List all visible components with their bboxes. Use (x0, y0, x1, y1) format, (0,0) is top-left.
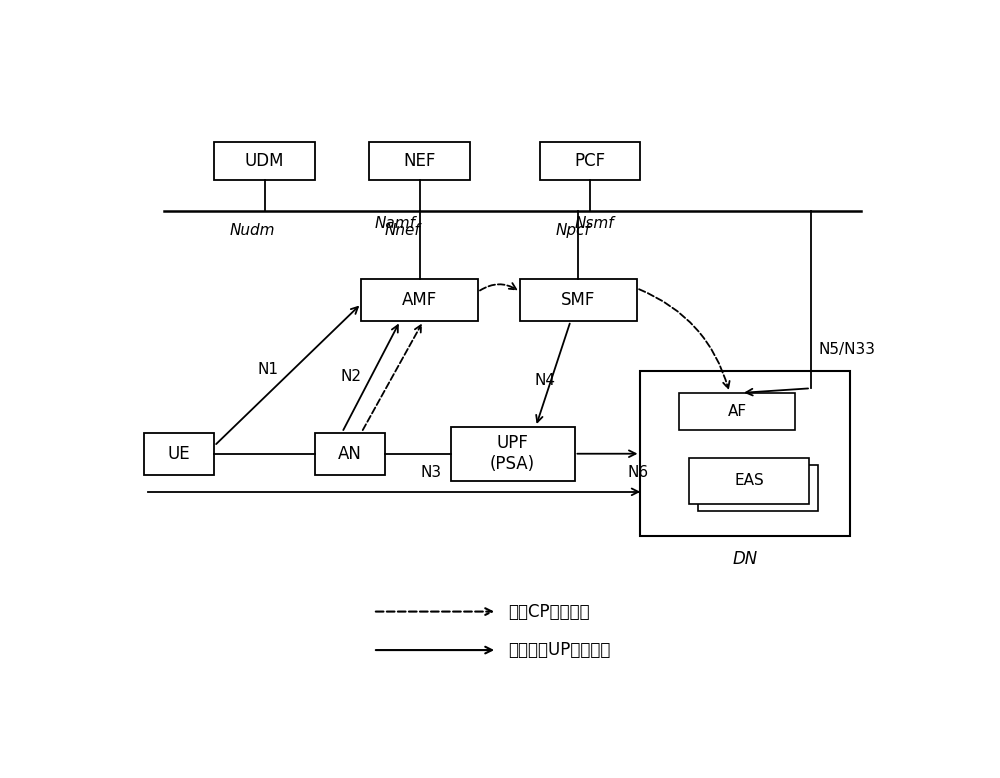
Text: AF: AF (728, 404, 747, 419)
Text: AMF: AMF (402, 291, 437, 309)
Text: N2: N2 (340, 370, 361, 384)
Bar (540, 142, 640, 180)
Text: N5/N33: N5/N33 (819, 342, 876, 357)
Text: Nsmf: Nsmf (574, 216, 614, 231)
Text: AN: AN (338, 445, 362, 463)
Text: Namf: Namf (375, 216, 416, 231)
Text: N6: N6 (627, 465, 649, 480)
Text: UDM: UDM (245, 152, 284, 170)
Bar (144, 433, 214, 475)
Text: UE: UE (168, 445, 191, 463)
Text: Npcf: Npcf (555, 223, 590, 238)
Bar (689, 457, 809, 504)
Text: N4: N4 (534, 373, 555, 388)
Text: EAS: EAS (734, 473, 764, 488)
Bar (361, 279, 478, 321)
Text: PCF: PCF (574, 152, 606, 170)
Bar (369, 142, 470, 180)
Text: 所提出的UP传输路径: 所提出的UP传输路径 (509, 641, 611, 659)
Bar (214, 142, 315, 180)
Text: N1: N1 (258, 362, 279, 377)
Text: 传统CP传输路径: 传统CP传输路径 (509, 603, 590, 621)
Bar (640, 371, 850, 537)
Text: Nnef: Nnef (385, 223, 420, 238)
Bar (450, 427, 574, 481)
Text: SMF: SMF (561, 291, 596, 309)
Text: N3: N3 (421, 465, 442, 480)
Text: DN: DN (732, 550, 758, 569)
Bar (520, 279, 637, 321)
Bar (315, 433, 385, 475)
Bar (679, 393, 795, 430)
Bar (698, 465, 818, 511)
Text: Nudm: Nudm (230, 223, 275, 238)
Text: NEF: NEF (403, 152, 436, 170)
Text: UPF
(PSA): UPF (PSA) (490, 434, 535, 473)
